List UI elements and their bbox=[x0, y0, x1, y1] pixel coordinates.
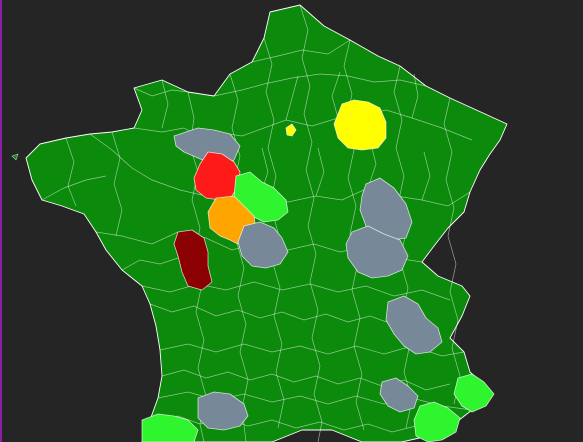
department-gray[interactable] bbox=[359, 177, 413, 241]
department-yellow-small[interactable] bbox=[285, 123, 297, 137]
department-light-green[interactable] bbox=[141, 413, 199, 442]
department-gray[interactable] bbox=[197, 391, 249, 431]
department-yellow[interactable] bbox=[333, 99, 387, 151]
department-light-green[interactable] bbox=[413, 401, 461, 442]
coastline-island bbox=[11, 153, 19, 161]
department-gray[interactable] bbox=[345, 225, 409, 279]
department-gray[interactable] bbox=[385, 295, 443, 355]
department-gray[interactable] bbox=[379, 377, 419, 413]
department-gray[interactable] bbox=[237, 221, 289, 269]
department-dark-red[interactable] bbox=[173, 229, 213, 291]
france-mainland[interactable] bbox=[25, 4, 508, 442]
department-light-green[interactable] bbox=[453, 373, 495, 413]
